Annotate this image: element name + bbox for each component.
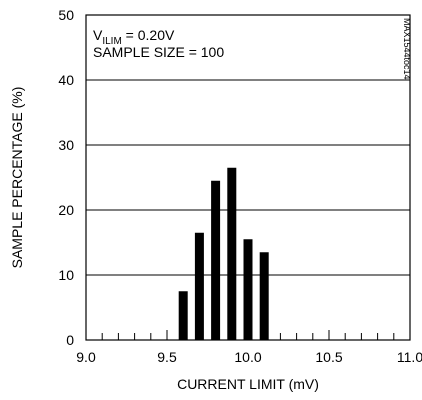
- bar-9.8: [211, 180, 221, 340]
- x-tick-labels: 9.0 9.5 10.0 10.5 11.0: [76, 349, 422, 365]
- y-tick-label-30: 30: [58, 137, 74, 153]
- x-tick-label-9.5: 9.5: [157, 349, 177, 365]
- y-tick-label-0: 0: [66, 332, 74, 348]
- annotation-vilim-sub: ILIM: [102, 36, 121, 47]
- x-tick-label-10.5: 10.5: [315, 349, 342, 365]
- bar-9.6: [178, 291, 188, 340]
- bar-9.9: [227, 167, 237, 340]
- y-tick-label-40: 40: [58, 72, 74, 88]
- bars: [178, 167, 269, 340]
- x-axis-title: CURRENT LIMIT (mV): [177, 376, 319, 392]
- figure-code: MAX1544toc14: [402, 18, 412, 80]
- bar-10: [243, 239, 253, 340]
- y-tick-label-20: 20: [58, 202, 74, 218]
- annotation-vilim-main: V: [93, 27, 103, 43]
- y-tick-label-10: 10: [58, 267, 74, 283]
- bar-9.7: [194, 232, 204, 340]
- plot-frame: [85, 14, 411, 341]
- annotation-sample-size: SAMPLE SIZE = 100: [93, 44, 224, 60]
- y-tick-labels: 0 10 20 30 40 50: [58, 7, 74, 348]
- x-tick-label-11.0: 11.0: [397, 349, 422, 365]
- x-tick-label-10.0: 10.0: [234, 349, 261, 365]
- bar-10.1: [259, 252, 269, 340]
- x-minor-ticks: [101, 330, 395, 340]
- x-tick-label-9.0: 9.0: [76, 349, 96, 365]
- annotation-vilim-value: = 0.20V: [122, 27, 175, 43]
- y-tick-label-50: 50: [58, 7, 74, 23]
- annotation-vilim: VILIM = 0.20V: [93, 27, 175, 47]
- y-axis-title: SAMPLE PERCENTAGE (%): [9, 87, 25, 269]
